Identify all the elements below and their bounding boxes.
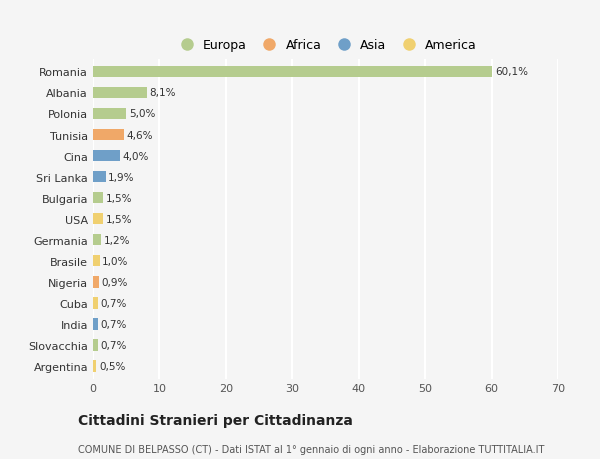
Text: Cittadini Stranieri per Cittadinanza: Cittadini Stranieri per Cittadinanza [78,414,353,428]
Bar [93,192,103,204]
Bar [93,276,99,288]
Bar [93,297,98,309]
Text: 4,6%: 4,6% [126,130,153,140]
Text: 0,9%: 0,9% [101,277,128,287]
Bar [93,255,100,267]
Text: 1,5%: 1,5% [106,214,132,224]
Text: 0,7%: 0,7% [100,298,127,308]
Text: COMUNE DI BELPASSO (CT) - Dati ISTAT al 1° gennaio di ogni anno - Elaborazione T: COMUNE DI BELPASSO (CT) - Dati ISTAT al … [78,444,544,454]
Text: 5,0%: 5,0% [129,109,155,119]
Bar [93,319,98,330]
Text: 1,5%: 1,5% [106,193,132,203]
Bar [93,213,103,225]
Bar [93,129,124,141]
Text: 1,9%: 1,9% [108,172,135,182]
Text: 1,2%: 1,2% [104,235,130,245]
Legend: Europa, Africa, Asia, America: Europa, Africa, Asia, America [169,34,482,57]
Text: 0,7%: 0,7% [100,340,127,350]
Text: 60,1%: 60,1% [495,67,528,77]
Bar [93,235,101,246]
Text: 1,0%: 1,0% [102,256,128,266]
Bar [93,108,126,120]
Text: 8,1%: 8,1% [149,88,176,98]
Bar [93,339,98,351]
Text: 0,5%: 0,5% [99,361,125,371]
Text: 0,7%: 0,7% [100,319,127,329]
Bar [93,67,492,78]
Bar [93,151,119,162]
Bar [93,360,97,372]
Bar [93,171,106,183]
Text: 4,0%: 4,0% [122,151,149,161]
Bar [93,88,147,99]
